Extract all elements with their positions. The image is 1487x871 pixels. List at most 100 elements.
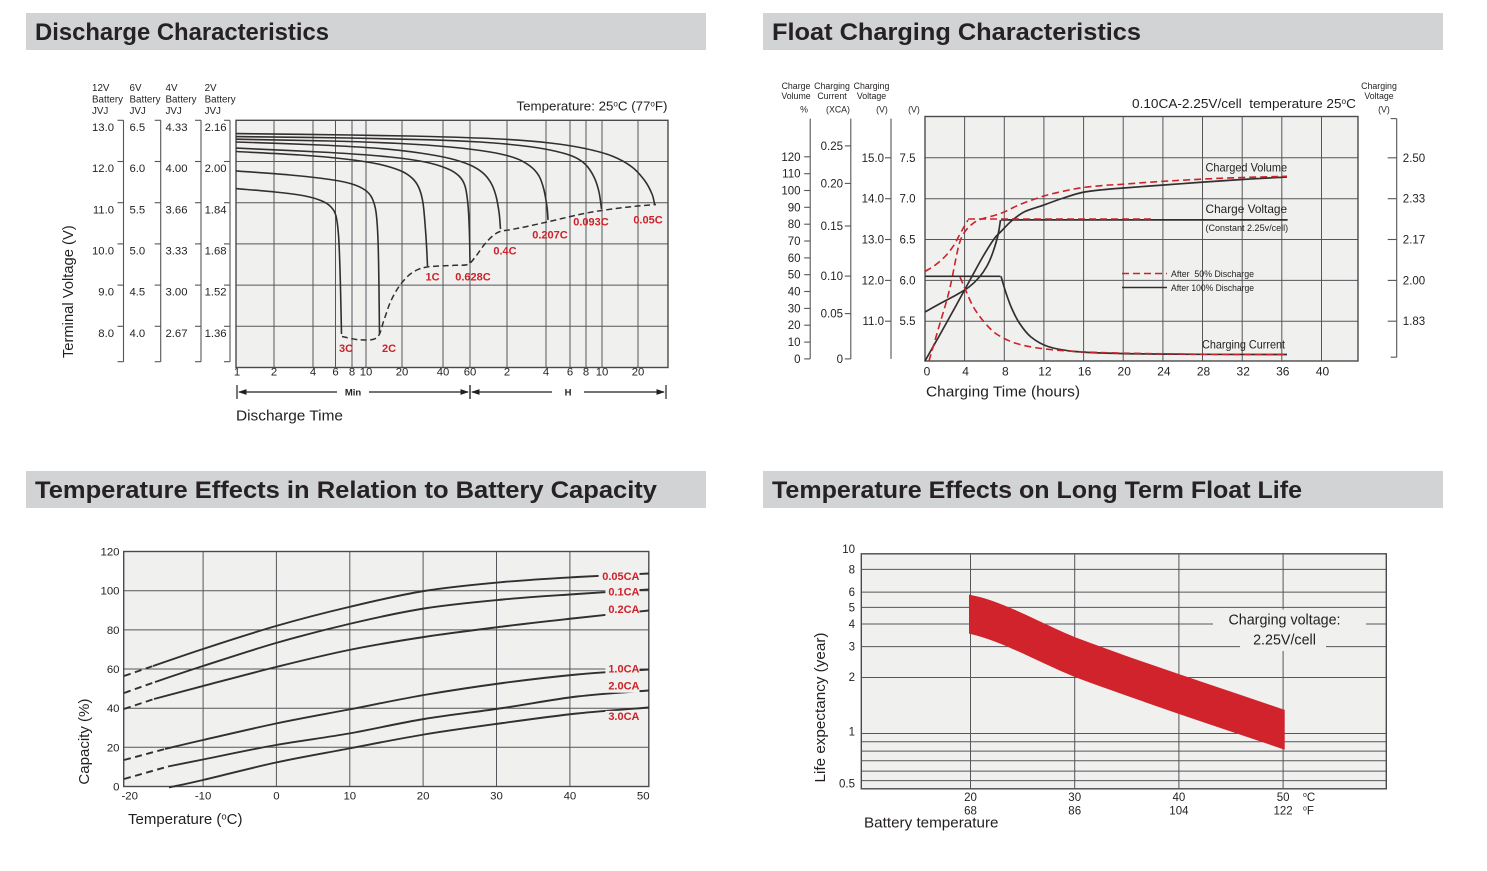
svg-text:0: 0 [113, 782, 119, 794]
svg-text:6V: 6V [130, 83, 142, 94]
svg-text:0: 0 [924, 365, 931, 379]
svg-text:Charging: Charging [1361, 81, 1397, 91]
svg-text:8: 8 [583, 367, 589, 379]
svg-text:oC: oC [1303, 792, 1315, 804]
svg-text:JVJ: JVJ [92, 106, 108, 117]
svg-text:Temperature Effects on Long Te: Temperature Effects on Long Term Float L… [772, 477, 1302, 504]
svg-text:Temperature Effects in Relatio: Temperature Effects in Relation to Batte… [35, 477, 658, 504]
svg-text:0.628C: 0.628C [455, 272, 491, 284]
svg-text:104: 104 [1169, 806, 1189, 818]
svg-text:1: 1 [234, 367, 240, 379]
svg-text:JVJ: JVJ [205, 106, 221, 117]
svg-text:Discharge Characteristics: Discharge Characteristics [35, 19, 329, 46]
svg-text:5: 5 [849, 602, 855, 614]
svg-text:(V): (V) [1378, 105, 1390, 115]
svg-text:50: 50 [637, 791, 650, 803]
svg-text:14.0: 14.0 [862, 194, 884, 206]
svg-text:6.5: 6.5 [130, 122, 146, 134]
svg-text:5.5: 5.5 [900, 316, 916, 328]
svg-text:0.5: 0.5 [839, 778, 855, 790]
svg-text:3: 3 [849, 642, 855, 654]
svg-text:60: 60 [464, 367, 477, 379]
svg-text:Charge Voltage: Charge Voltage [1206, 202, 1288, 216]
svg-text:6.5: 6.5 [900, 235, 916, 247]
svg-text:10: 10 [788, 337, 801, 349]
svg-text:2.33: 2.33 [1403, 194, 1425, 206]
svg-text:2.17: 2.17 [1403, 235, 1425, 247]
svg-text:10: 10 [596, 367, 609, 379]
svg-text:16: 16 [1078, 365, 1092, 379]
svg-text:2: 2 [504, 367, 510, 379]
svg-text:24: 24 [1157, 365, 1171, 379]
svg-text:6.0: 6.0 [130, 163, 146, 175]
svg-text:Temperature (oC): Temperature (oC) [128, 812, 242, 829]
svg-text:Min: Min [345, 388, 362, 399]
svg-text:40: 40 [437, 367, 450, 379]
svg-text:Terminal Voltage (V): Terminal Voltage (V) [61, 225, 77, 358]
svg-text:Charging voltage:: Charging voltage: [1228, 613, 1340, 629]
svg-text:-20: -20 [121, 791, 137, 803]
svg-text:40: 40 [1316, 365, 1330, 379]
svg-text:12.0: 12.0 [92, 163, 114, 175]
svg-text:4.5: 4.5 [130, 287, 146, 299]
svg-text:40: 40 [1173, 792, 1186, 804]
svg-text:6: 6 [849, 587, 855, 599]
svg-text:30: 30 [788, 303, 801, 315]
svg-text:110: 110 [782, 169, 800, 181]
svg-text:2V: 2V [205, 83, 217, 94]
svg-text:40: 40 [788, 287, 801, 299]
svg-text:30: 30 [490, 791, 503, 803]
svg-text:Voltage: Voltage [857, 91, 886, 101]
svg-text:6.0: 6.0 [900, 275, 916, 287]
svg-text:2.67: 2.67 [166, 328, 188, 340]
svg-text:4.33: 4.33 [166, 122, 188, 134]
svg-text:2.16: 2.16 [205, 122, 227, 134]
svg-text:0.207C: 0.207C [532, 230, 568, 242]
svg-text:20: 20 [107, 742, 120, 754]
svg-text:8: 8 [1002, 365, 1009, 379]
svg-text:2.50: 2.50 [1403, 153, 1425, 165]
svg-text:0: 0 [837, 354, 843, 366]
svg-text:32: 32 [1237, 365, 1251, 379]
svg-text:86: 86 [1068, 806, 1081, 818]
svg-text:30: 30 [1068, 792, 1081, 804]
svg-text:0.25: 0.25 [821, 141, 843, 153]
svg-text:H: H [565, 388, 572, 399]
svg-text:20: 20 [1118, 365, 1132, 379]
svg-text:Battery temperature: Battery temperature [864, 816, 999, 832]
svg-text:Charging: Charging [814, 81, 850, 91]
svg-text:0.10: 0.10 [821, 271, 843, 283]
svg-text:JVJ: JVJ [130, 106, 146, 117]
svg-text:12V: 12V [92, 83, 110, 94]
svg-text:0.05CA: 0.05CA [602, 571, 639, 583]
svg-text:2: 2 [849, 672, 855, 684]
svg-text:0: 0 [794, 354, 800, 366]
svg-text:1C: 1C [425, 272, 439, 284]
svg-text:12.0: 12.0 [862, 275, 884, 287]
svg-text:0.20: 0.20 [821, 178, 843, 190]
svg-text:60: 60 [788, 253, 801, 265]
svg-text:0.1CA: 0.1CA [608, 587, 639, 599]
svg-text:4.00: 4.00 [166, 163, 188, 175]
svg-text:0.05C: 0.05C [633, 215, 662, 227]
svg-text:1.83: 1.83 [1403, 316, 1425, 328]
svg-text:3.66: 3.66 [166, 204, 188, 216]
svg-text:Capacity (%): Capacity (%) [77, 699, 93, 785]
svg-text:After 100% Discharge: After 100% Discharge [1171, 283, 1254, 293]
svg-text:4: 4 [543, 367, 549, 379]
svg-text:5.5: 5.5 [130, 204, 146, 216]
svg-text:1.36: 1.36 [205, 328, 227, 340]
svg-text:Float Charging Characteristics: Float Charging Characteristics [772, 19, 1141, 46]
svg-text:11.0: 11.0 [862, 316, 884, 328]
svg-text:-10: -10 [195, 791, 211, 803]
svg-text:70: 70 [788, 236, 801, 248]
svg-text:3.0CA: 3.0CA [608, 711, 639, 723]
svg-text:Battery: Battery [92, 95, 123, 106]
svg-text:2C: 2C [382, 343, 396, 355]
svg-text:4: 4 [849, 619, 856, 631]
svg-text:6: 6 [332, 367, 338, 379]
svg-text:9.0: 9.0 [98, 287, 114, 299]
svg-text:68: 68 [964, 806, 977, 818]
svg-text:1: 1 [849, 727, 855, 739]
svg-text:1.52: 1.52 [205, 287, 227, 299]
